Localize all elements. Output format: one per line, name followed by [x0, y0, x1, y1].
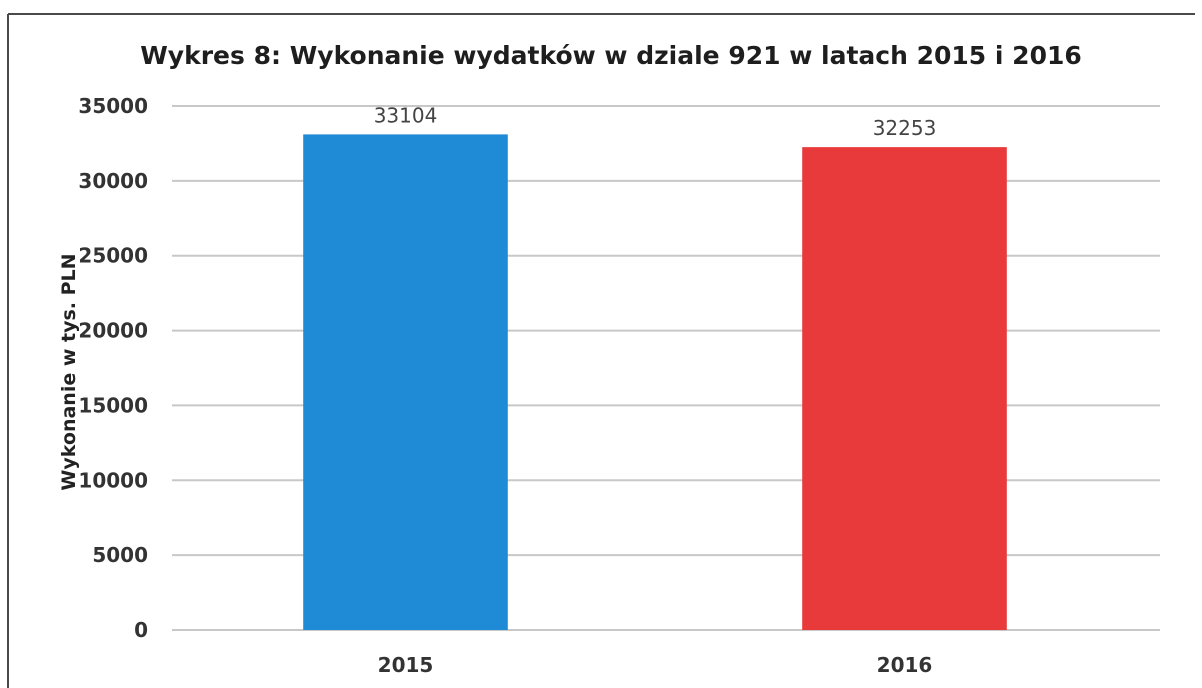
y-axis-ticks: 0 5000 10000 15000 20000 25000 30000 35000	[78, 94, 148, 642]
x-axis-ticks: 2015 2016	[378, 653, 933, 677]
y-tick-label: 30000	[78, 169, 148, 193]
y-tick-label: 0	[134, 618, 148, 642]
data-labels: 33104 32253	[374, 103, 937, 140]
y-tick-label: 5000	[92, 543, 148, 567]
y-tick-label: 10000	[78, 468, 148, 492]
data-label-2016: 32253	[873, 116, 937, 140]
bar-2016	[802, 147, 1007, 630]
bars	[303, 134, 1007, 630]
y-axis-label: Wykonanie w tys. PLN	[58, 253, 80, 490]
chart-title: Wykres 8: Wykonanie wydatków w dziale 92…	[140, 41, 1082, 70]
y-tick-label: 20000	[78, 319, 148, 343]
y-tick-label: 25000	[78, 244, 148, 268]
y-tick-label: 15000	[78, 393, 148, 417]
y-tick-label: 35000	[78, 94, 148, 118]
x-tick-label: 2015	[378, 653, 434, 677]
chart-frame	[7, 13, 1195, 688]
x-tick-label: 2016	[877, 653, 933, 677]
bar-2015	[303, 134, 508, 630]
data-label-2015: 33104	[374, 103, 438, 127]
